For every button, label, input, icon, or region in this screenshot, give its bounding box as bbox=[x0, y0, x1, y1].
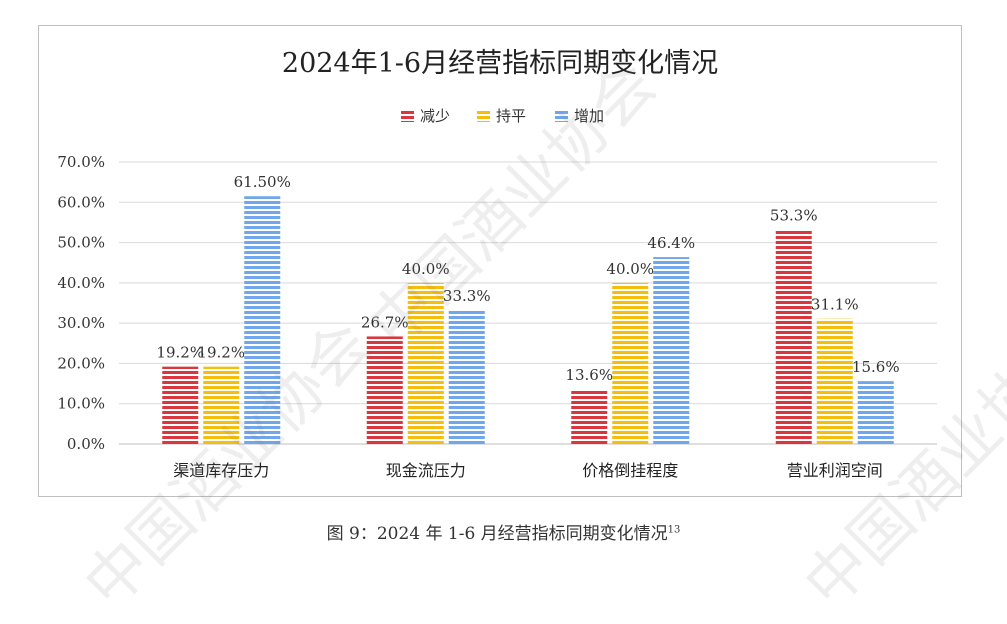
data-label: 19.2% bbox=[197, 344, 245, 362]
bar-0-2 bbox=[571, 389, 608, 444]
y-tick-label: 60.0% bbox=[57, 193, 105, 211]
bar-0-1 bbox=[366, 336, 403, 444]
chart-frame: 2024年1-6月经营指标同期变化情况减少 持平 增加 0.0% 10.0% 20.0% 3… bbox=[38, 25, 962, 497]
bar-2-2 bbox=[653, 257, 690, 444]
bar-1-1 bbox=[407, 282, 444, 444]
data-label: 19.2% bbox=[156, 344, 204, 362]
x-tick-label: 现金流压力 bbox=[386, 461, 466, 480]
legend-swatch-0 bbox=[401, 109, 414, 122]
legend-swatch-2 bbox=[555, 109, 568, 122]
data-label: 33.3% bbox=[443, 287, 491, 305]
data-label: 61.50% bbox=[234, 173, 291, 191]
data-label: 26.7% bbox=[361, 313, 409, 331]
data-label: 40.0% bbox=[606, 260, 654, 278]
data-label: 53.3% bbox=[770, 206, 818, 224]
y-tick-label: 10.0% bbox=[57, 395, 105, 413]
x-tick-label: 价格倒挂程度 bbox=[582, 461, 678, 480]
data-label: 15.6% bbox=[852, 358, 900, 376]
bar-0-3 bbox=[775, 229, 812, 444]
y-tick-label: 50.0% bbox=[57, 234, 105, 252]
x-tick-label: 营业利润空间 bbox=[787, 461, 883, 480]
y-tick-label: 70.0% bbox=[57, 153, 105, 171]
legend-swatch-1 bbox=[477, 109, 490, 122]
bar-2-3 bbox=[857, 381, 894, 444]
legend-label-2: 增加 bbox=[574, 107, 604, 125]
y-tick-label: 20.0% bbox=[57, 354, 105, 372]
bar-2-1 bbox=[448, 309, 485, 444]
figure-caption: 图 9：2024 年 1-6 月经营指标同期变化情况13 bbox=[0, 519, 1007, 544]
y-tick-label: 30.0% bbox=[57, 314, 105, 332]
data-label: 40.0% bbox=[402, 260, 450, 278]
data-label: 13.6% bbox=[565, 366, 613, 384]
x-tick-label: 渠道库存压力 bbox=[173, 461, 269, 480]
bar-2-0 bbox=[244, 196, 281, 444]
bar-0-0 bbox=[162, 366, 199, 444]
caption-text: 图 9：2024 年 1-6 月经营指标同期变化情况 bbox=[326, 524, 668, 544]
bar-1-3 bbox=[816, 318, 853, 444]
y-tick-label: 40.0% bbox=[57, 274, 105, 292]
data-label: 31.1% bbox=[811, 296, 859, 314]
caption-footnote: 13 bbox=[667, 524, 681, 536]
legend-label-0: 减少 bbox=[420, 107, 450, 125]
data-label: 46.4% bbox=[647, 234, 695, 252]
chart-title: 2024年1-6月经营指标同期变化情况 bbox=[282, 48, 718, 79]
legend-label-1: 持平 bbox=[496, 107, 526, 125]
y-tick-label: 0.0% bbox=[67, 435, 105, 453]
bar-1-0 bbox=[203, 366, 240, 444]
bar-1-2 bbox=[612, 282, 649, 444]
